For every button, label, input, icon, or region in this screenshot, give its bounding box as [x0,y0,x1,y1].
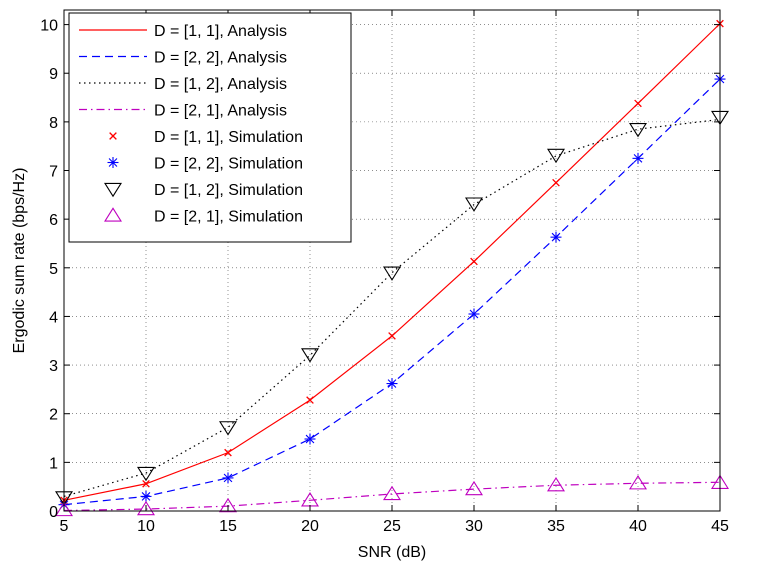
y-tick-label: 7 [49,164,58,181]
data-point [140,490,152,502]
legend-label: D = [1, 1], Simulation [154,129,303,146]
data-point [547,148,565,164]
data-point [301,348,319,363]
data-point [383,266,401,281]
legend-item: D = [1, 1], Simulation [109,129,303,146]
data-point [388,332,396,340]
data-point [547,476,565,492]
legend-swatch [109,132,117,140]
legend-label: D = [1, 2], Analysis [154,76,287,93]
data-point [550,231,562,243]
x-tick-label: 20 [301,518,319,535]
legend-label: D = [2, 1], Analysis [154,103,287,120]
legend-item: D = [1, 1], Analysis [79,23,287,40]
legend-swatch [107,157,119,168]
data-point [468,308,480,320]
data-point [142,479,150,488]
legend-label: D = [2, 2], Simulation [154,156,303,173]
legend-label: D = [1, 1], Analysis [154,23,287,40]
data-point [304,433,316,445]
x-tick-label: 25 [383,518,401,535]
data-point [306,396,314,404]
data-point [383,485,401,501]
series-4 [63,481,721,512]
legend-item: D = [2, 1], Analysis [79,103,287,120]
y-tick-label: 4 [49,309,58,326]
y-tick-label: 5 [49,261,58,278]
data-point [55,501,73,517]
x-tick-label: 35 [547,518,565,535]
y-tick-label: 2 [49,407,58,424]
series-line [63,481,721,512]
y-tick-label: 3 [49,358,58,375]
data-point [632,152,644,164]
x-tick-label: 5 [60,518,69,535]
y-tick-label: 6 [49,212,58,229]
y-tick-label: 0 [49,504,58,521]
data-point [224,448,232,457]
legend-item: D = [2, 2], Simulation [107,156,303,173]
x-axis-title: SNR (dB) [358,544,426,561]
data-point [219,497,237,513]
y-axis-title: Ergodic sum rate (bps/Hz) [11,168,28,354]
x-tick-label: 10 [137,518,155,535]
series-8 [55,474,729,517]
data-point [629,123,647,138]
x-tick-label: 45 [711,518,729,535]
data-point [222,472,234,484]
legend-item: D = [1, 2], Simulation [104,182,303,199]
legend-swatch [104,207,122,222]
x-tick-label: 15 [219,518,237,535]
data-point [386,378,398,390]
legend-box [68,12,352,243]
data-point [634,99,642,108]
data-point [137,500,155,516]
legend-label: D = [2, 1], Simulation [154,209,303,226]
data-point [629,475,647,490]
x-tick-label: 30 [465,518,483,535]
y-tick-label: 10 [40,18,58,35]
legend-item: D = [2, 2], Analysis [79,50,287,67]
data-point [470,257,478,266]
legend-swatch [104,182,122,198]
y-tick-label: 9 [49,66,58,83]
data-point [552,178,560,187]
legend-label: D = [1, 2], Simulation [154,182,303,199]
legend-item: D = [1, 2], Analysis [79,76,287,93]
data-point [219,421,237,436]
series-layer [55,19,729,517]
legend-item: D = [2, 1], Simulation [104,207,303,226]
data-point [465,197,483,212]
x-tick-label: 40 [629,518,647,535]
data-point [137,466,155,482]
y-tick-label: 8 [49,115,58,132]
legend: D = [1, 1], Analysis D = [2, 2], Analysis… [68,12,352,243]
legend-label: D = [2, 2], Analysis [154,50,287,67]
y-tick-label: 1 [49,455,58,472]
data-point [465,480,483,496]
